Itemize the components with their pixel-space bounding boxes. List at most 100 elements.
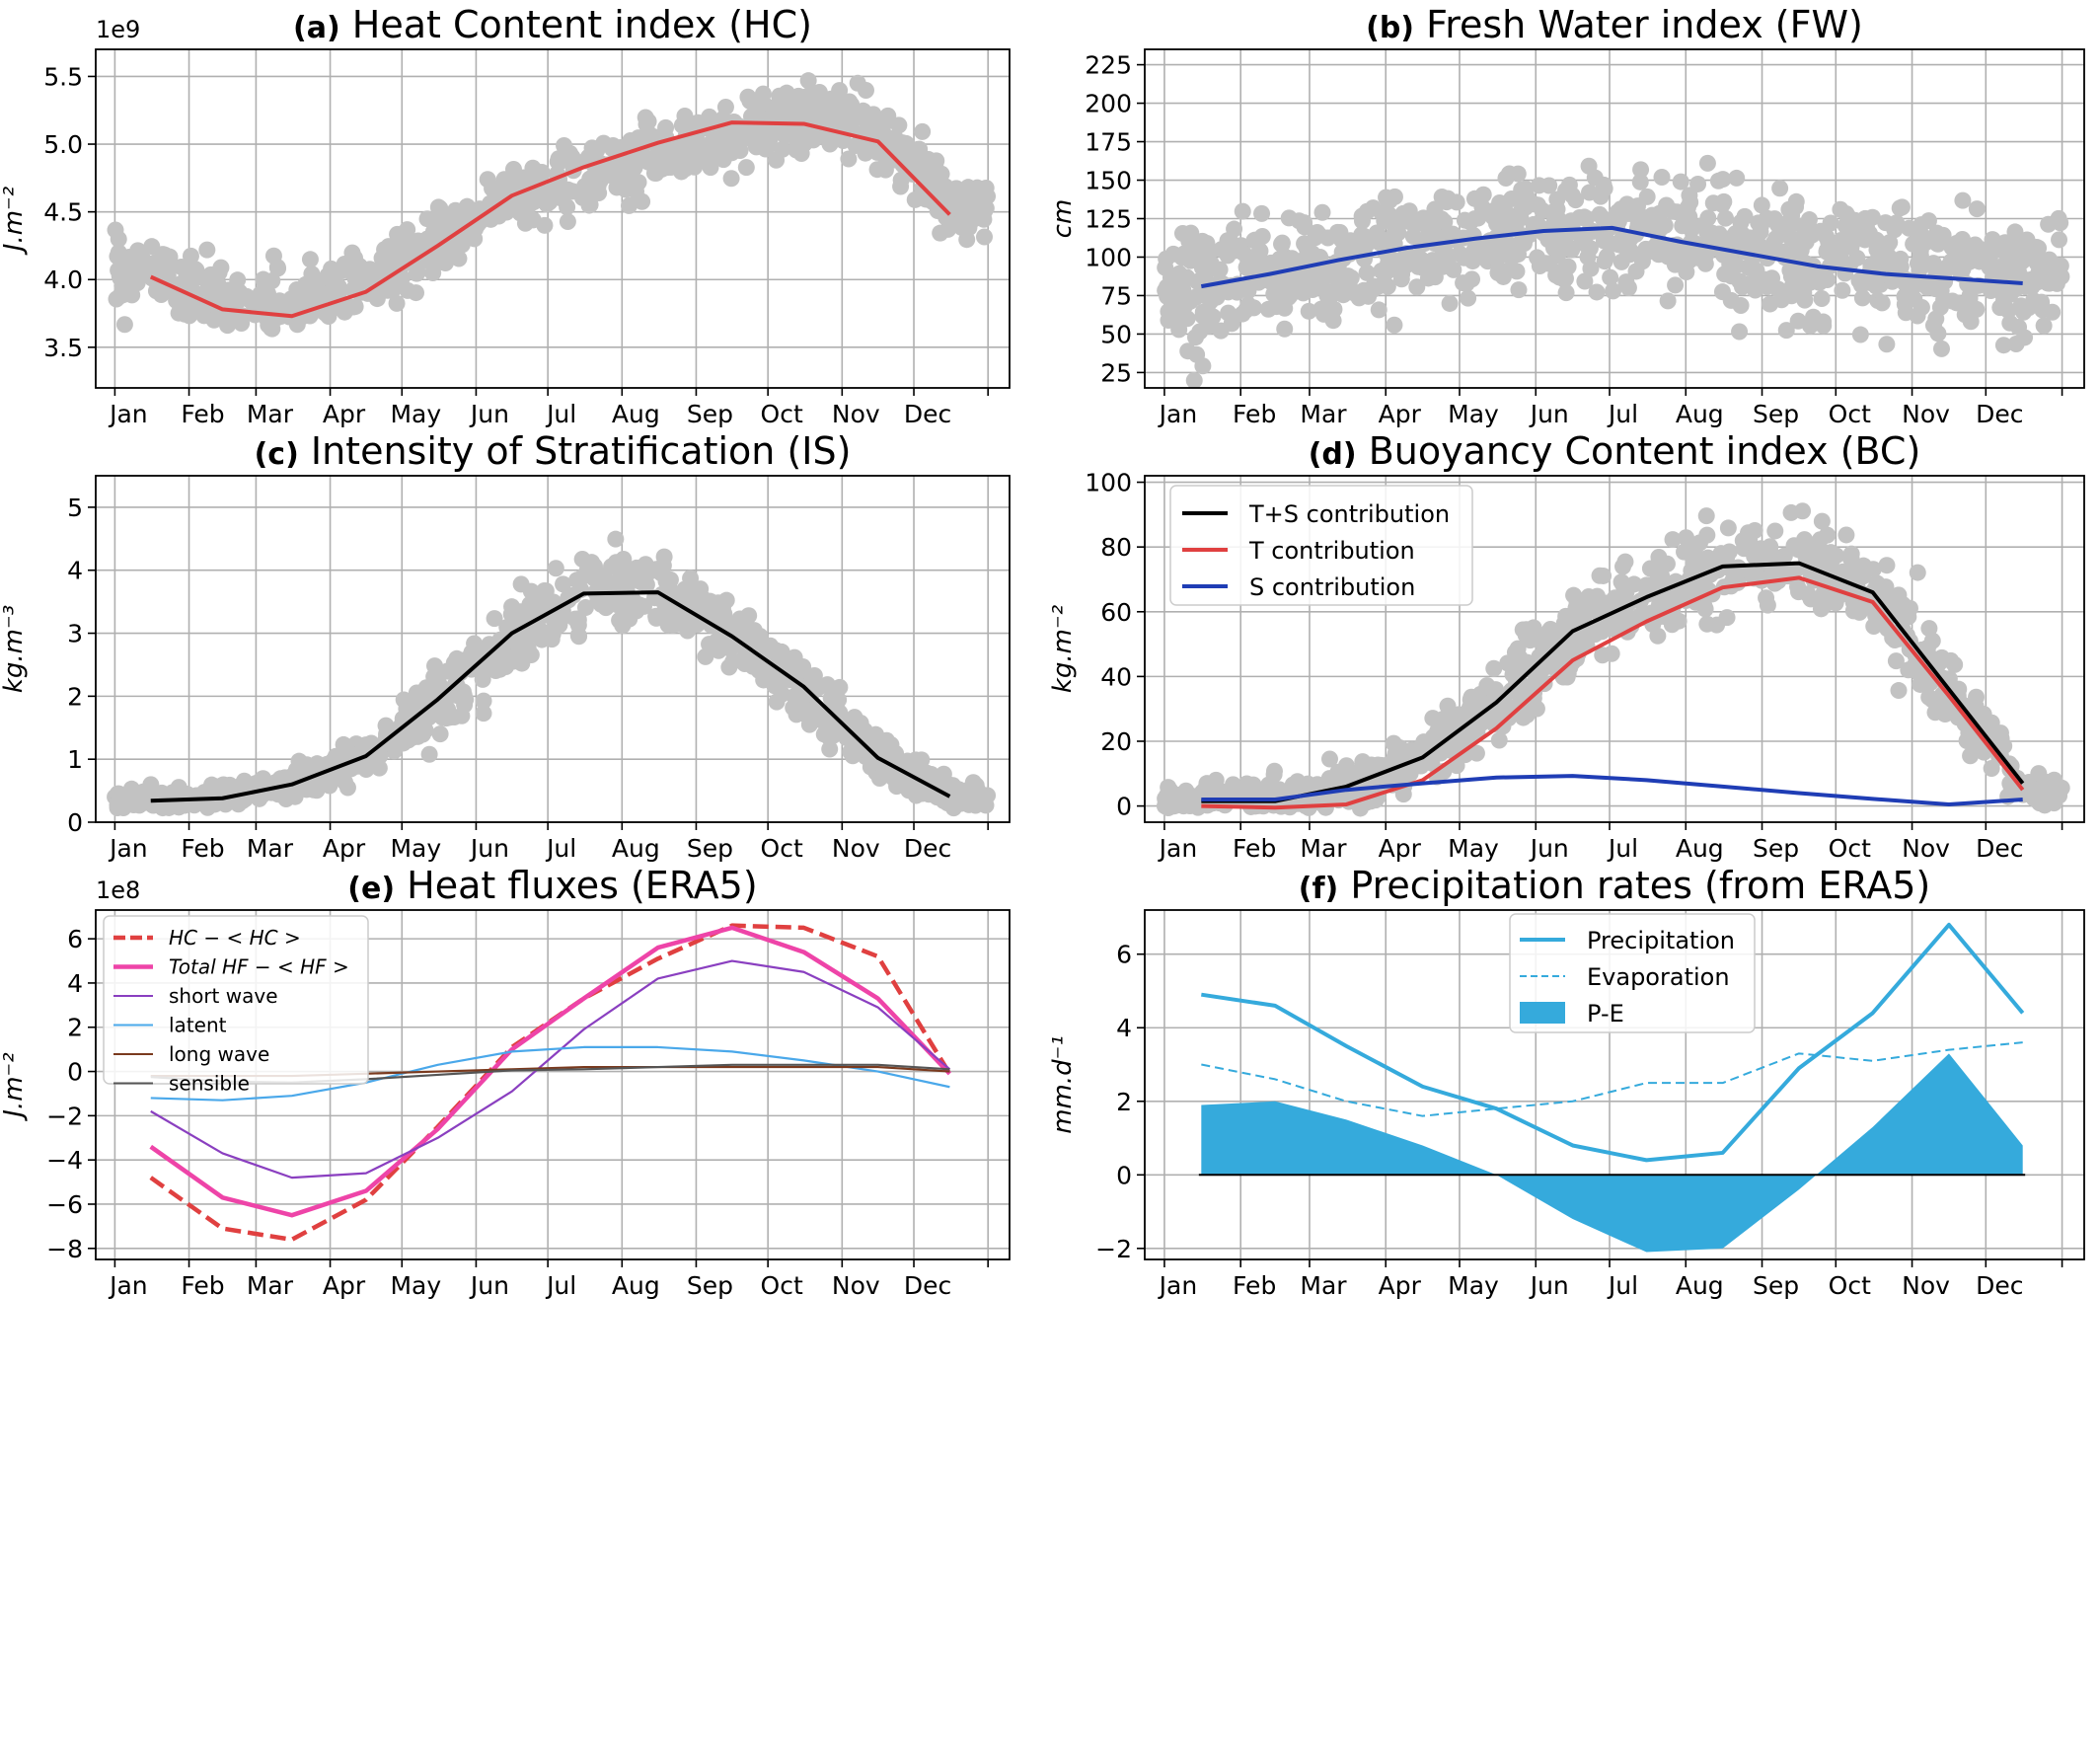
scatter-point bbox=[388, 294, 406, 312]
scatter-point bbox=[1872, 258, 1890, 275]
scatter-point bbox=[445, 709, 463, 726]
scatter-point bbox=[409, 264, 426, 281]
scatter-point bbox=[1820, 233, 1838, 251]
scatter-point bbox=[679, 621, 697, 639]
scatter-point bbox=[1819, 526, 1837, 544]
x-tick-label: Apr bbox=[1379, 834, 1422, 863]
scatter-point bbox=[1157, 281, 1174, 299]
scatter-point bbox=[1753, 196, 1770, 214]
scatter-point bbox=[773, 643, 790, 660]
x-tick-label: May bbox=[1448, 834, 1499, 863]
x-tick-label: Aug bbox=[612, 400, 660, 428]
scatter-point bbox=[1484, 208, 1502, 226]
scatter-point bbox=[1873, 294, 1891, 312]
scatter-point bbox=[399, 281, 416, 299]
scatter-point bbox=[270, 292, 288, 310]
scatter-point bbox=[1370, 301, 1388, 319]
scatter-point bbox=[1929, 325, 1947, 343]
x-tick-label: Jul bbox=[545, 1271, 576, 1300]
scatter-point bbox=[431, 199, 449, 217]
scatter-point bbox=[1529, 249, 1546, 266]
axes-frame bbox=[95, 475, 1011, 823]
scatter-point bbox=[1373, 262, 1390, 279]
scatter-point bbox=[1436, 213, 1454, 231]
scatter-point bbox=[1656, 216, 1674, 234]
scatter-point bbox=[671, 145, 689, 163]
scatter-point bbox=[1363, 756, 1381, 774]
y-tick-label: 50 bbox=[1100, 320, 1132, 348]
plot-area bbox=[1157, 154, 2070, 388]
x-tick-label: Sep bbox=[687, 834, 733, 863]
scatter-point bbox=[168, 292, 186, 310]
scatter-point bbox=[486, 610, 503, 628]
x-tick-label: Dec bbox=[904, 1271, 951, 1300]
scatter-point bbox=[1688, 249, 1706, 266]
y-tick-label: 4.5 bbox=[43, 198, 83, 227]
scatter-point bbox=[1909, 307, 1926, 325]
scatter-point bbox=[1643, 206, 1661, 224]
scatter-point bbox=[1888, 214, 1906, 232]
scatter-point bbox=[1601, 618, 1618, 636]
scatter-point bbox=[1910, 664, 1927, 682]
y-tick-label: 6 bbox=[67, 925, 83, 953]
scatter-point bbox=[522, 626, 540, 644]
scatter-point bbox=[1983, 714, 2000, 731]
panel-title: Heat Content index (HC) bbox=[352, 3, 812, 46]
scatter-point bbox=[1474, 186, 1492, 203]
scatter-point bbox=[1265, 285, 1283, 303]
scatter-point bbox=[485, 637, 502, 654]
scatter-point bbox=[263, 272, 281, 290]
scatter-point bbox=[649, 143, 667, 161]
scatter-cloud bbox=[1157, 154, 2070, 388]
scatter-point bbox=[317, 304, 335, 322]
y-tick-label: 4 bbox=[67, 557, 83, 585]
scatter-point bbox=[1612, 200, 1629, 218]
scatter-point bbox=[1740, 275, 1758, 293]
scatter-point bbox=[1856, 209, 1874, 227]
axes-frame bbox=[95, 909, 1011, 1260]
scatter-point bbox=[1968, 688, 1986, 706]
scatter-point bbox=[620, 196, 638, 214]
scatter-point bbox=[1498, 697, 1516, 715]
scatter-point bbox=[1777, 224, 1795, 242]
scatter-point bbox=[1678, 529, 1695, 547]
scatter-point bbox=[1992, 729, 2010, 747]
scatter-point bbox=[182, 247, 199, 265]
x-tick-label: Nov bbox=[832, 400, 880, 428]
scatter-point bbox=[1434, 710, 1452, 727]
x-tick-label: Jun bbox=[1529, 834, 1569, 863]
series-line-0 bbox=[1200, 225, 2023, 289]
chart-title: (c) Intensity of Stratification (IS) bbox=[255, 429, 852, 473]
scatter-point bbox=[1698, 615, 1716, 633]
scatter-point bbox=[1467, 744, 1485, 762]
scatter-point bbox=[608, 164, 626, 182]
x-tick-label: Dec bbox=[1976, 1271, 2023, 1300]
scatter-point bbox=[965, 789, 983, 806]
scatter-point bbox=[1162, 268, 1179, 286]
y-tick-label: 0 bbox=[1116, 1161, 1132, 1189]
scatter-point bbox=[1653, 169, 1671, 187]
chart-panel-d: Jan Feb Mar Apr May Jun Jul Aug Sep Oct Nov Dec 0 20 4… bbox=[1048, 429, 2085, 863]
scatter-point bbox=[213, 777, 231, 795]
scatter-point bbox=[556, 136, 573, 154]
scatter-point bbox=[1460, 289, 1477, 307]
y-tick-label: −2 bbox=[46, 1102, 83, 1130]
scatter-point bbox=[2044, 303, 2062, 321]
legend-box bbox=[1509, 913, 1756, 1033]
scatter-point bbox=[724, 616, 742, 634]
x-tick-label: Jan bbox=[1158, 834, 1198, 863]
scatter-point bbox=[536, 216, 554, 234]
scatter-point bbox=[1721, 256, 1739, 273]
scatter-point bbox=[1918, 278, 1936, 296]
scatter-point bbox=[1793, 217, 1811, 235]
scatter-point bbox=[818, 676, 836, 694]
plot-area bbox=[107, 530, 997, 817]
series-line-0 bbox=[149, 120, 951, 319]
scatter-point bbox=[647, 609, 665, 627]
scatter-point bbox=[1226, 242, 1243, 260]
scatter-point bbox=[1436, 242, 1454, 260]
scatter-point bbox=[1794, 502, 1812, 520]
scatter-point bbox=[1594, 647, 1612, 664]
scatter-point bbox=[1667, 253, 1685, 270]
scatter-point bbox=[1758, 549, 1775, 567]
